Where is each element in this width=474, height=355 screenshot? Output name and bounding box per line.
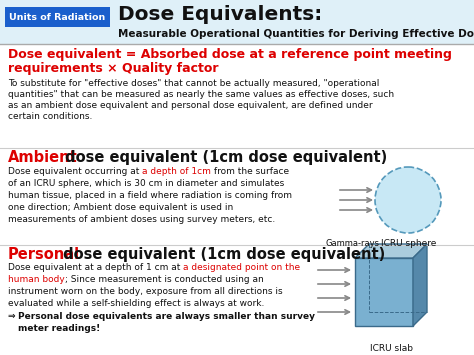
Circle shape [375, 167, 441, 233]
Text: evaluated while a self-shielding effect is always at work.: evaluated while a self-shielding effect … [8, 299, 264, 308]
Text: Dose equivalent = Absorbed dose at a reference point meeting: Dose equivalent = Absorbed dose at a ref… [8, 48, 452, 61]
Text: Measurable Operational Quantities for Deriving Effective Doses: Measurable Operational Quantities for De… [118, 29, 474, 39]
Text: Ambient: Ambient [8, 150, 78, 165]
Text: meter readings!: meter readings! [18, 324, 100, 333]
Text: instrument worn on the body, exposure from all directions is: instrument worn on the body, exposure fr… [8, 287, 283, 296]
Text: ICRU sphere: ICRU sphere [381, 239, 437, 248]
Polygon shape [355, 258, 413, 326]
Text: dose equivalent (1cm dose equivalent): dose equivalent (1cm dose equivalent) [58, 247, 385, 262]
Text: a designated point on the: a designated point on the [183, 263, 301, 272]
Text: requirements × Quality factor: requirements × Quality factor [8, 62, 219, 75]
Text: To substitute for "effective doses" that cannot be actually measured, "operation: To substitute for "effective doses" that… [8, 79, 379, 88]
Text: Dose equivalent at a depth of 1 cm at: Dose equivalent at a depth of 1 cm at [8, 263, 183, 272]
Text: ⇒: ⇒ [8, 312, 18, 321]
Bar [0, 0, 474, 44]
Text: Gamma-rays: Gamma-rays [326, 239, 380, 248]
Text: Dose Equivalents:: Dose Equivalents: [118, 5, 322, 24]
Text: measurements of ambient doses using survey meters, etc.: measurements of ambient doses using surv… [8, 215, 275, 224]
Bar [5, 7, 110, 27]
Text: Units of Radiation: Units of Radiation [9, 12, 105, 22]
Text: Personal: Personal [8, 247, 80, 262]
Text: certain conditions.: certain conditions. [8, 112, 92, 121]
Text: ; Since measurement is conducted using an: ; Since measurement is conducted using a… [65, 275, 264, 284]
Text: ICRU slab: ICRU slab [371, 344, 413, 353]
Text: dose equivalent (1cm dose equivalent): dose equivalent (1cm dose equivalent) [60, 150, 387, 165]
Text: a depth of 1cm: a depth of 1cm [142, 167, 211, 176]
Polygon shape [413, 244, 427, 326]
Text: as an ambient dose equivalent and personal dose equivalent, are defined under: as an ambient dose equivalent and person… [8, 101, 373, 110]
Text: human body: human body [8, 275, 65, 284]
Text: one direction; Ambient dose equivalent is used in: one direction; Ambient dose equivalent i… [8, 203, 233, 212]
Text: Dose equivalent occurring at: Dose equivalent occurring at [8, 167, 142, 176]
Text: Personal dose equivalents are always smaller than survey: Personal dose equivalents are always sma… [18, 312, 315, 321]
Text: human tissue, placed in a field where radiation is coming from: human tissue, placed in a field where ra… [8, 191, 292, 200]
Text: quantities" that can be measured as nearly the same values as effective doses, s: quantities" that can be measured as near… [8, 90, 394, 99]
Polygon shape [355, 244, 427, 258]
Text: from the surface: from the surface [211, 167, 289, 176]
Text: of an ICRU sphere, which is 30 cm in diameter and simulates: of an ICRU sphere, which is 30 cm in dia… [8, 179, 284, 188]
